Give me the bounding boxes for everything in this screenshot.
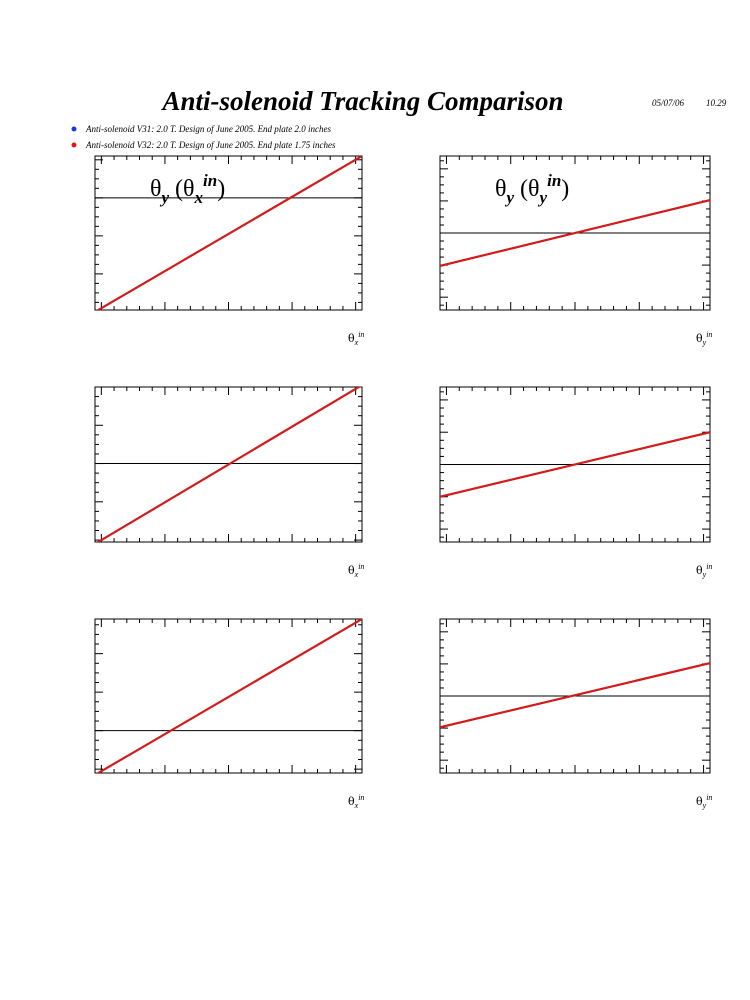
annotation-sub: y: [160, 188, 170, 207]
x-axis-label-symbol: θ: [348, 332, 355, 345]
legend: Anti-solenoid V31: 2.0 T. Design of June…: [71, 124, 336, 150]
x-axis-label-sub: x: [354, 570, 359, 579]
x-axis-label-sub: y: [702, 801, 707, 810]
panel-3: θxin: [94, 386, 364, 579]
annotation-inner-sup: in: [203, 171, 217, 190]
x-axis-label-sub: y: [702, 570, 707, 579]
series-line: [96, 619, 362, 773]
date-stamp: 05/07/06: [652, 98, 685, 108]
annotation-inner-sup: in: [547, 171, 561, 190]
x-axis-label-symbol: θ: [348, 795, 355, 808]
annotation-sub: y: [505, 188, 515, 207]
legend-marker-v31: [71, 126, 77, 132]
annotation-symbol: θ: [150, 176, 162, 202]
annotation-open: (: [514, 176, 528, 202]
x-axis-label-sup: in: [706, 330, 712, 339]
legend-label-v32: Anti-solenoid V32: 2.0 T. Design of June…: [85, 140, 336, 150]
annotation-close: ): [561, 176, 569, 202]
panel-5: θxin: [94, 618, 364, 810]
x-axis-label-symbol: θ: [696, 564, 703, 577]
annotation-inner-symbol: θ: [528, 176, 540, 202]
panel-annotation: θy (θxin): [150, 171, 225, 207]
x-axis-label-sub: y: [702, 338, 707, 347]
x-axis-label-sub: x: [354, 801, 359, 810]
panel-6: θyin: [439, 618, 712, 810]
x-axis-label-sub: x: [354, 338, 359, 347]
x-axis-label-symbol: θ: [696, 332, 703, 345]
x-axis-label-sup: in: [358, 793, 364, 802]
series-line: [96, 387, 361, 542]
x-axis-label-sup: in: [358, 330, 364, 339]
legend-marker-v32: [71, 142, 77, 148]
x-axis-label: θyin: [696, 562, 712, 579]
panel-4: θyin: [439, 386, 712, 579]
annotation-inner-sub: y: [538, 188, 548, 207]
x-axis-label-sup: in: [358, 562, 364, 571]
series-line: [440, 199, 710, 267]
x-axis-label-symbol: θ: [348, 564, 355, 577]
figure-title: Anti-solenoid Tracking Comparison: [160, 86, 563, 116]
x-axis-label: θyin: [696, 793, 712, 810]
x-axis-label-sup: in: [706, 793, 712, 802]
annotation-close: ): [217, 176, 225, 202]
annotation-open: (: [169, 176, 183, 202]
series-line: [96, 156, 362, 310]
x-axis-label: θxin: [348, 793, 364, 810]
time-stamp: 10.29: [706, 98, 727, 108]
annotation-symbol: θ: [495, 176, 507, 202]
annotation-inner-sub: x: [194, 188, 204, 207]
x-axis-label: θyin: [696, 330, 712, 347]
x-axis-label-sup: in: [706, 562, 712, 571]
x-axis-label: θxin: [348, 562, 364, 579]
series-line: [440, 431, 710, 498]
legend-label-v31: Anti-solenoid V31: 2.0 T. Design of June…: [85, 124, 332, 134]
series-line: [440, 662, 710, 729]
panel-annotation: θy (θyin): [495, 171, 569, 207]
x-axis-label-symbol: θ: [696, 795, 703, 808]
x-axis-label: θxin: [348, 330, 364, 347]
annotation-inner-symbol: θ: [183, 176, 195, 202]
